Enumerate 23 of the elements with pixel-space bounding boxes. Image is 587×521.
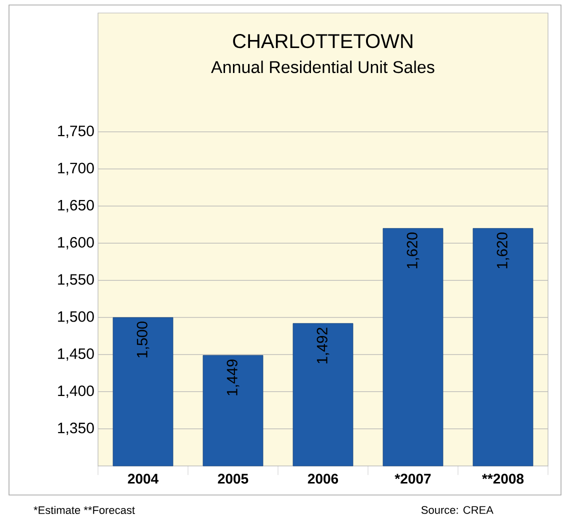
y-tick-label: 1,750 <box>58 126 94 138</box>
y-tick-label: 1,550 <box>58 274 94 287</box>
y-tick-label: 1,450 <box>58 348 94 361</box>
data-label: 1,620 <box>496 232 510 268</box>
text: *Estimate **Forecast <box>34 506 135 514</box>
data-label: 1,620 <box>406 232 420 268</box>
x-tick-label: 2004 <box>128 474 158 484</box>
x-tick-label: **2008 <box>482 474 524 484</box>
y-tick-label: 1,350 <box>58 422 94 436</box>
x-tick-label: 2006 <box>308 474 338 484</box>
y-tick-label: 1,650 <box>58 200 94 212</box>
text: CHARLOTTETOWN <box>233 34 412 48</box>
y-tick-label: 1,600 <box>58 237 94 250</box>
data-label: 1,449 <box>226 360 240 396</box>
y-tick-label: 1,500 <box>58 311 94 324</box>
x-tick-label: 2005 <box>218 474 248 484</box>
text: Annual Residential Unit Sales <box>211 60 434 74</box>
y-tick-label: 1,400 <box>58 386 94 398</box>
x-tick-label: *2007 <box>394 474 431 484</box>
source-note: Source: CREA <box>421 506 494 514</box>
data-label: 1,492 <box>316 328 330 364</box>
y-tick-label: 1,700 <box>58 162 94 176</box>
data-label: 1,500 <box>136 322 150 358</box>
